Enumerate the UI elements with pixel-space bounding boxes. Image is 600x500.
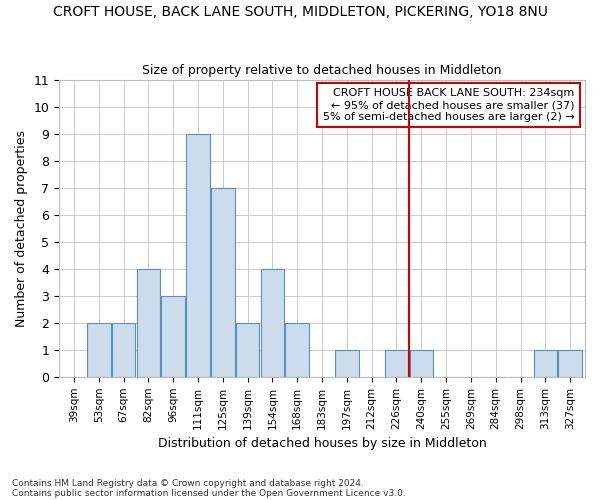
Bar — [87, 323, 110, 377]
Bar — [533, 350, 557, 377]
Text: CROFT HOUSE BACK LANE SOUTH: 234sqm
← 95% of detached houses are smaller (37)
5%: CROFT HOUSE BACK LANE SOUTH: 234sqm ← 95… — [323, 88, 574, 122]
Bar — [112, 323, 136, 377]
Bar — [161, 296, 185, 377]
Bar — [410, 350, 433, 377]
Bar — [335, 350, 359, 377]
Title: Size of property relative to detached houses in Middleton: Size of property relative to detached ho… — [142, 64, 502, 77]
Bar — [286, 323, 309, 377]
Text: CROFT HOUSE, BACK LANE SOUTH, MIDDLETON, PICKERING, YO18 8NU: CROFT HOUSE, BACK LANE SOUTH, MIDDLETON,… — [53, 5, 547, 19]
Bar — [137, 268, 160, 377]
Y-axis label: Number of detached properties: Number of detached properties — [15, 130, 28, 326]
Bar — [385, 350, 408, 377]
Bar — [260, 268, 284, 377]
Bar — [236, 323, 259, 377]
Bar — [559, 350, 582, 377]
Text: Contains public sector information licensed under the Open Government Licence v3: Contains public sector information licen… — [12, 488, 406, 498]
X-axis label: Distribution of detached houses by size in Middleton: Distribution of detached houses by size … — [158, 437, 487, 450]
Text: Contains HM Land Registry data © Crown copyright and database right 2024.: Contains HM Land Registry data © Crown c… — [12, 478, 364, 488]
Bar — [211, 188, 235, 377]
Bar — [186, 134, 210, 377]
